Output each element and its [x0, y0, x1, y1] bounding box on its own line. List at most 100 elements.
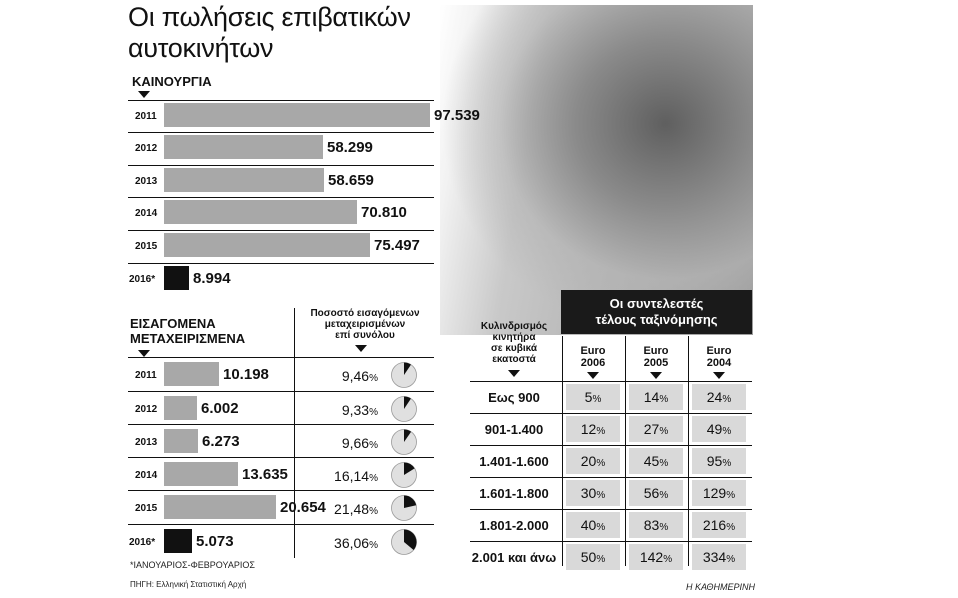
- share-pie-slice: [404, 529, 417, 550]
- tax-cell-percent-sign: %: [596, 458, 606, 469]
- new-cars-bar: [164, 135, 323, 159]
- used-cars-year-label: 2015: [135, 503, 158, 514]
- used-cars-year-label: 2011: [135, 370, 157, 381]
- share-value: 36,06: [334, 535, 370, 551]
- new-cars-year-label: 2013: [135, 176, 158, 187]
- tax-row-line: [470, 509, 752, 510]
- used-cars-row-line: [128, 424, 434, 425]
- tax-column-divider: [688, 336, 689, 566]
- title-line-2: αυτοκινήτων: [128, 33, 274, 63]
- tax-cell-value: 49: [706, 421, 723, 437]
- tax-cell-value: 95: [706, 453, 723, 469]
- tax-cell: 40%: [566, 512, 620, 538]
- tax-cell-value: 83: [643, 517, 660, 533]
- tax-cell-percent-sign: %: [592, 394, 602, 405]
- car-photo: [440, 5, 753, 335]
- tax-column-header-line-1: Euro: [643, 345, 669, 357]
- tax-column-arrow-icon: [587, 372, 599, 379]
- tax-column-header-line-2: 2005: [643, 357, 669, 369]
- tax-cell-percent-sign: %: [722, 394, 732, 405]
- tax-cc-label: 2.001 και άνω: [471, 550, 557, 565]
- used-cars-value-label: 6.002: [201, 400, 239, 417]
- chart-title: Οι πωλήσεις επιβατικών αυτοκινήτων: [128, 2, 411, 64]
- tax-cell: 12%: [566, 416, 620, 442]
- share-value: 16,14: [334, 468, 370, 484]
- share-value-label: 9,46%: [318, 368, 378, 384]
- tax-header-line-2: τέλους ταξινόμησης: [595, 312, 718, 327]
- tax-row-line: [470, 541, 752, 542]
- new-cars-arrow-icon: [138, 91, 150, 98]
- tax-row-line: [470, 413, 752, 414]
- share-value-label: 16,14%: [318, 468, 378, 484]
- tax-cell-percent-sign: %: [726, 490, 736, 501]
- new-cars-bar: [164, 103, 430, 127]
- new-cars-year-label: 2012: [135, 143, 158, 154]
- share-percent-sign: %: [369, 506, 378, 517]
- tax-cell: 95%: [692, 448, 746, 474]
- share-value-label: 9,66%: [318, 435, 378, 451]
- share-pie: [391, 495, 417, 521]
- new-cars-row-line: [128, 263, 434, 264]
- share-pie: [391, 396, 417, 422]
- tax-column-arrow-icon: [713, 372, 725, 379]
- used-cars-bar: [164, 362, 219, 386]
- new-cars-value-label: 70.810: [361, 204, 407, 221]
- share-value-label: 9,33%: [318, 402, 378, 418]
- new-cars-year-label: 2015: [135, 241, 158, 252]
- used-cars-bar: [164, 396, 197, 420]
- tax-cell-value: 27: [643, 421, 660, 437]
- cc-arrow-icon: [508, 370, 520, 377]
- new-cars-value-label: 75.497: [374, 237, 420, 254]
- new-cars-row-line: [128, 100, 434, 101]
- share-value: 9,33: [341, 402, 370, 418]
- tax-cell-percent-sign: %: [659, 426, 669, 437]
- share-value: 21,48: [334, 501, 370, 517]
- new-cars-value-label: 97.539: [434, 107, 480, 124]
- share-percent-sign: %: [369, 407, 378, 418]
- used-cars-divider: [294, 308, 295, 558]
- new-cars-row-line: [128, 230, 434, 231]
- tax-cell: 20%: [566, 448, 620, 474]
- footnote: *ΙΑΝΟΥΑΡΙΟΣ-ΦΕΒΡΟΥΑΡΙΟΣ: [130, 560, 255, 570]
- share-percent-sign: %: [369, 373, 378, 384]
- tax-cell-percent-sign: %: [596, 554, 606, 565]
- cc-header-line-3: σε κυβικά: [490, 343, 538, 354]
- tax-cell-percent-sign: %: [659, 522, 669, 533]
- used-cars-year-label: 2012: [135, 404, 158, 415]
- tax-cell: 14%: [629, 384, 683, 410]
- used-cars-value-label: 20.654: [280, 499, 326, 516]
- tax-cc-label: 1.601-1.800: [479, 486, 549, 501]
- tax-column-header: Euro 2005: [629, 345, 683, 369]
- tax-column-header: Euro 2006: [566, 345, 620, 369]
- cc-header-line-4: εκατοστά: [492, 354, 536, 365]
- share-header: Ποσοστό εισαγόμενων μεταχειρισμένων επί …: [300, 308, 430, 341]
- tax-cc-label: Εως 900: [488, 390, 540, 405]
- tax-cell-percent-sign: %: [596, 426, 606, 437]
- share-percent-sign: %: [369, 540, 378, 551]
- used-cars-row-line: [128, 490, 434, 491]
- tax-column-header-line-1: Euro: [580, 345, 606, 357]
- share-value: 9,66: [341, 435, 370, 451]
- tax-cell: 334%: [692, 544, 746, 570]
- used-cars-row-line: [128, 457, 434, 458]
- tax-column-header-line-2: 2006: [580, 357, 606, 369]
- tax-row-line: [470, 381, 752, 382]
- cc-header-line-2: κινητήρα: [492, 332, 536, 343]
- tax-cell: 5%: [566, 384, 620, 410]
- used-cars-year-label: 2014: [135, 470, 158, 481]
- tax-column-divider: [562, 336, 563, 566]
- tax-cell-value: 5: [584, 389, 593, 405]
- new-cars-value-label: 8.994: [193, 270, 231, 287]
- new-cars-bar: [164, 200, 357, 224]
- share-value-label: 21,48%: [318, 501, 378, 517]
- share-header-line-3: επί συνόλου: [335, 330, 395, 341]
- title-line-1: Οι πωλήσεις επιβατικών: [128, 2, 411, 32]
- tax-cell-percent-sign: %: [722, 426, 732, 437]
- tax-cell-value: 129: [702, 485, 727, 501]
- share-arrow-icon: [355, 345, 367, 352]
- share-pie: [391, 529, 417, 555]
- new-cars-year-label: 2014: [135, 208, 158, 219]
- tax-header-line-1: Οι συντελεστές: [609, 296, 704, 311]
- tax-cell-percent-sign: %: [663, 554, 673, 565]
- share-pie-slice: [404, 362, 411, 375]
